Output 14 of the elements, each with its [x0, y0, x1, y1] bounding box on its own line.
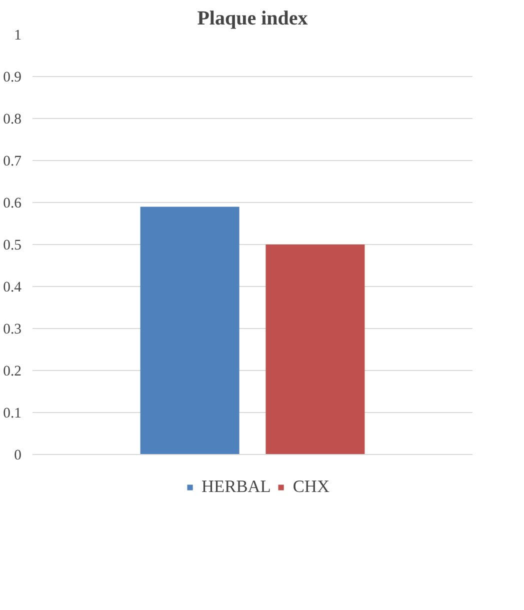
y-tick-label: 0.3	[3, 322, 22, 338]
legend-label: HERBAL	[202, 476, 271, 496]
y-tick-label: 1	[14, 28, 22, 44]
chart-title: Plaque index	[197, 8, 308, 30]
y-tick-label: 0	[14, 448, 22, 464]
y-tick-label: 0.9	[3, 70, 22, 86]
y-tick-label: 0.4	[3, 280, 22, 296]
y-tick-label: 0.5	[3, 238, 22, 254]
y-tick-label: 0.6	[3, 196, 22, 212]
y-tick-label: 0.8	[3, 112, 22, 128]
y-tick-label: 0.2	[3, 364, 22, 380]
y-tick-label: 0.7	[3, 154, 22, 170]
y-tick-label: 0.1	[3, 406, 22, 422]
legend-label: CHX	[292, 476, 330, 496]
